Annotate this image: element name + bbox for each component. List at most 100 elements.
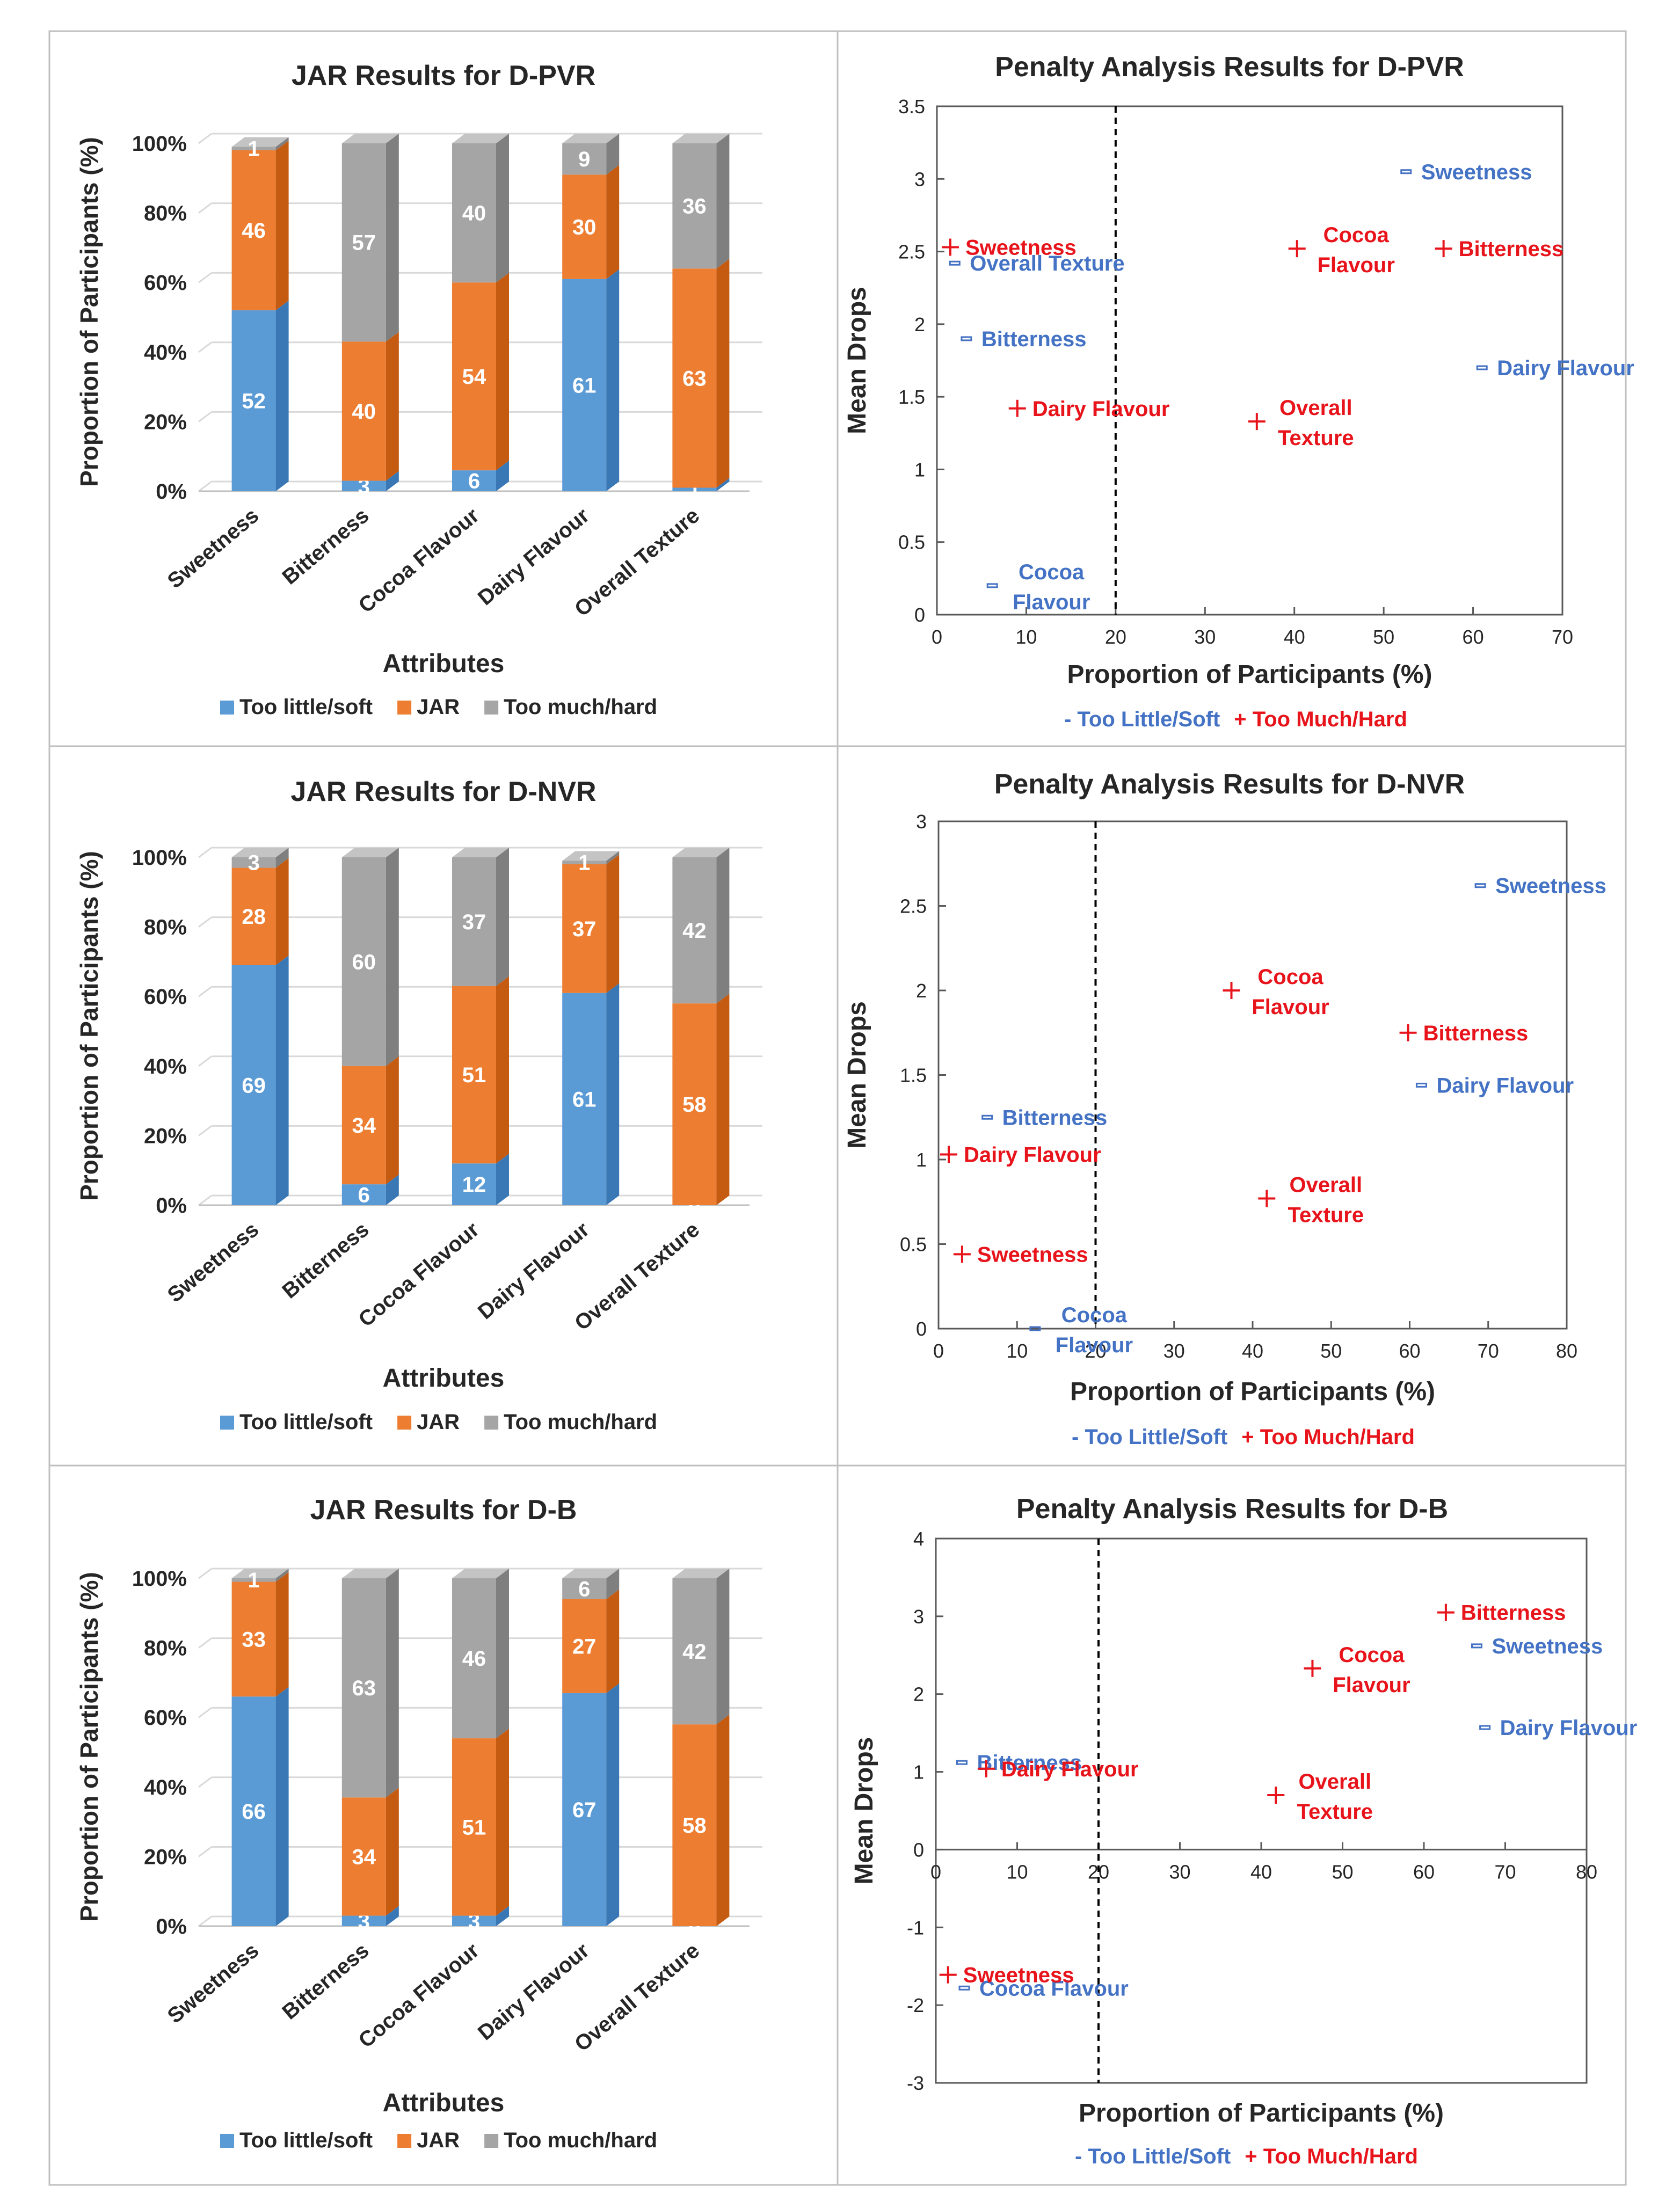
bar-jar-sweetness [231,1581,276,1697]
plus-point-overall-texture [1258,1190,1276,1207]
data-label-too-much-hard-cocoa-flavour: 40 [462,202,486,225]
bar-side-too-little-soft-bitterness [386,471,399,491]
x-tick-label: 60 [1463,626,1484,648]
bar-side-too-little-soft-cocoa-flavour [496,461,509,491]
bar-too-little-soft-bitterness [341,1184,386,1205]
plus-point-cocoa-flavour [1288,240,1306,258]
bar-too-much-hard-overall-texture [672,1578,717,1725]
point-label-flavour: Flavour [1056,1333,1133,1357]
minus-point-dairy-flavour [1415,1082,1427,1088]
legend-swatch-too-much-hard [484,701,499,715]
bar-jar-dairy-flavour [562,174,607,279]
x-tick-label-cocoa-flavour: Cocoa Flavour [354,1938,484,2052]
point-label-sweetness: Sweetness [1495,874,1606,898]
point-label-dairy-flavour: Dairy Flavour [1001,1758,1139,1781]
bar-too-much-hard-dairy-flavour [562,143,607,175]
point-label-dairy-flavour: Dairy Flavour [964,1143,1101,1167]
minus-point-dairy-flavour [1476,365,1488,370]
gridline-floor [198,480,212,492]
y-tick-label: 60% [144,985,187,1009]
data-label-jar-bitterness: 34 [352,1114,376,1138]
point-label-cocoa: Cocoa [1019,560,1085,584]
minus-point-bitterness [981,1114,993,1120]
point-label-overall-texture: Overall Texture [970,252,1124,275]
point-label-dairy-flavour: Dairy Flavour [1032,397,1170,421]
gridline-floor [198,1846,212,1857]
point-label-flavour: Flavour [1317,253,1394,277]
bar-jar-bitterness [341,1066,386,1185]
x-axis-label: Attributes [383,2089,505,2117]
x-tick-label: 30 [1163,1340,1185,1362]
chart-title: JAR Results for D-PVR [292,60,595,91]
legend-swatch-too-little-soft [220,2134,234,2148]
point-label-dairy-flavour: Dairy Flavour [1500,1716,1638,1740]
data-label-jar-cocoa-flavour: 51 [462,1816,486,1839]
x-tick-label: 70 [1478,1340,1499,1362]
legend-label-too-much-hard: Too much/hard [504,2129,657,2152]
minus-point-overall-texture [949,260,961,266]
point-label-texture: Texture [1297,1800,1373,1824]
gridline-floor [198,1915,212,1927]
point-label-sweetness: Sweetness [977,1243,1088,1266]
data-label-too-little-soft-cocoa-flavour: 6 [468,470,480,493]
y-tick-label: 0% [156,480,187,504]
plus-point-cocoa-flavour [1223,982,1240,999]
y-tick-label: 20% [144,1124,187,1148]
bar-side-jar-sweetness [275,140,289,311]
point-label-texture: Texture [1288,1203,1364,1227]
y-tick-label: 0% [156,1194,187,1218]
x-tick-label-sweetness: Sweetness [163,504,264,593]
data-label-too-much-hard-cocoa-flavour: 37 [462,910,486,934]
point-label-flavour: Flavour [1013,591,1090,614]
bar-too-little-soft-dairy-flavour [562,1693,607,1926]
x-axis-label: Proportion of Participants (%) [1070,1378,1435,1406]
chart-title: Penalty Analysis Results for D-NVR [994,769,1465,800]
bar-side-jar-dairy-flavour [606,165,620,279]
x-tick-label-dairy-flavour: Dairy Flavour [474,1218,594,1324]
gridline-floor [198,202,212,214]
minus-point-sweetness [1400,169,1412,174]
bar-top-overall-texture [672,134,730,143]
bar-too-much-hard-sweetness [231,857,276,868]
x-tick-label: 50 [1332,1861,1353,1883]
point-label-bitterness: Bitterness [977,1751,1082,1775]
bar-too-much-hard-cocoa-flavour [452,1578,496,1739]
data-label-too-little-soft-dairy-flavour: 61 [572,374,597,397]
minus-point-sweetness [1474,883,1486,888]
bar-too-much-hard-overall-texture [672,857,717,1004]
legend-label-jar: JAR [417,2129,460,2152]
y-tick-label: 0% [156,1915,187,1938]
bar-side-too-little-soft-dairy-flavour [606,983,620,1205]
bar-side-too-much-hard-cocoa-flavour [496,134,509,283]
x-axis-label: Attributes [383,650,505,678]
data-label-too-much-hard-bitterness: 63 [352,1677,376,1700]
y-tick-label: 4 [913,1528,924,1550]
bar-top-dairy-flavour [562,134,620,143]
bar-side-too-little-soft-bitterness [386,1175,399,1205]
point-label-bitterness: Bitterness [1002,1106,1108,1129]
bar-top-sweetness [231,1569,289,1578]
data-label-too-much-hard-sweetness: 1 [248,137,259,161]
y-tick-label: 40% [144,341,187,365]
legend-too-little-soft: - Too Little/Soft [1064,708,1220,731]
point-label-sweetness: Sweetness [1492,1635,1603,1658]
x-axis-label: Proportion of Participants (%) [1067,660,1432,689]
gridline-floor [198,1776,212,1788]
bar-side-too-much-hard-dairy-flavour [606,851,620,864]
data-label-too-much-hard-overall-texture: 36 [682,195,707,218]
y-tick-label: 3.5 [898,96,925,118]
data-label-jar-overall-texture: 63 [682,367,707,390]
legend-swatch-too-much-hard [484,1416,499,1430]
plus-point-sweetness [939,1966,957,1984]
bar-too-little-soft-sweetness [231,965,276,1205]
bar-side-jar-sweetness [275,858,289,965]
bar-jar-overall-texture [672,268,717,488]
data-label-too-much-hard-sweetness: 3 [248,851,259,875]
plus-point-overall-texture [1248,413,1266,431]
data-label-jar-overall-texture: 58 [682,1093,707,1117]
x-tick-label-bitterness: Bitterness [278,504,373,589]
data-label-too-much-hard-cocoa-flavour: 46 [462,1647,486,1671]
chart-title: JAR Results for D-NVR [290,776,596,807]
data-label-jar-cocoa-flavour: 51 [462,1063,486,1087]
minus-point-dairy-flavour [1479,1725,1491,1730]
